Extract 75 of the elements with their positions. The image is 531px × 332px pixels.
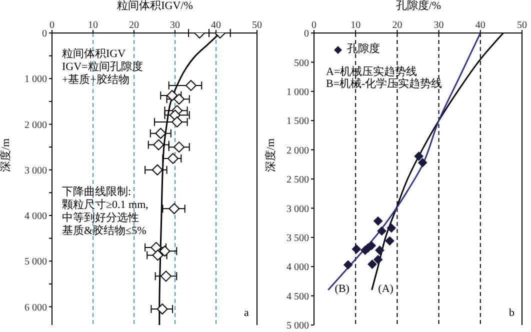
y-tick-label: 4 000	[24, 211, 47, 222]
point	[153, 139, 164, 150]
x-tick-label: 20	[392, 20, 402, 31]
annotation: 基质&胶结物≤5%	[62, 225, 146, 238]
point	[159, 246, 170, 257]
x-tick-label: 0	[50, 20, 54, 31]
point	[167, 152, 178, 164]
x-tick-label: 50	[252, 20, 262, 31]
point	[174, 142, 185, 153]
y-tick-label: 1 500	[286, 116, 309, 128]
point	[352, 244, 361, 254]
point	[152, 250, 164, 261]
point	[166, 90, 178, 102]
y-axis-title: 深度/m	[265, 138, 277, 172]
x-axis-title: 孔隙度/%	[394, 0, 442, 13]
annotation: B=机械-化学压实趋势线	[326, 78, 442, 91]
point	[377, 226, 386, 236]
point	[374, 216, 383, 226]
x-tick-label: 30	[170, 20, 180, 31]
point	[174, 94, 185, 105]
y-tick-label: 3 000	[24, 165, 47, 176]
x-tick-label: 40	[475, 20, 486, 31]
x-tick-label: 20	[129, 20, 139, 31]
point	[172, 116, 183, 128]
point	[418, 158, 428, 168]
point	[368, 260, 377, 269]
y-tick-label: 5 000	[286, 320, 309, 332]
y-tick-label: 0	[304, 28, 309, 40]
point	[152, 164, 163, 176]
y-tick-label: 4 500	[286, 291, 309, 302]
point	[155, 128, 166, 139]
y-tick-label: 4 000	[286, 262, 309, 274]
x-axis-title: 粒间体积IGV/%	[116, 0, 194, 13]
y-tick-label: 2 000	[286, 145, 309, 156]
y-tick-label: 5 000	[24, 256, 47, 268]
y-tick-label: 3 500	[286, 232, 309, 244]
x-tick-label: 10	[350, 20, 361, 31]
point	[375, 246, 384, 255]
point	[385, 236, 394, 246]
y-axis-title: 深度/m	[0, 138, 12, 172]
annotation: b	[509, 307, 514, 320]
point	[160, 270, 172, 282]
point	[386, 224, 396, 233]
point	[168, 203, 180, 214]
x-tick-label: 50	[517, 20, 527, 31]
point	[344, 260, 353, 270]
y-tick-label: 2 000	[24, 120, 47, 131]
y-tick-label: 0	[42, 28, 47, 40]
x-tick-label: 40	[211, 20, 221, 31]
y-tick-label: 6 000	[24, 302, 47, 314]
legend-label: 孔隙度	[347, 43, 380, 56]
point	[150, 242, 162, 253]
x-tick-label: 0	[312, 20, 316, 31]
series-label: (A)	[378, 282, 394, 295]
point	[170, 110, 180, 121]
y-tick-label: 500	[294, 58, 309, 69]
annotation: 中等到好分选性	[62, 212, 139, 224]
x-tick-label: 10	[88, 20, 98, 31]
y-tick-label: 2 500	[286, 174, 309, 186]
annotation: A=机械压实趋势线	[326, 66, 418, 78]
annotation: 粒间体积IGV	[62, 48, 126, 61]
annotation: 下降曲线限制:	[62, 186, 132, 199]
annotation: +基质+胶结物	[62, 74, 130, 87]
y-tick-label: 1 000	[24, 74, 47, 86]
y-tick-label: 1 000	[286, 86, 309, 98]
annotation: 颗粒尺寸≥0.1 mm,	[62, 199, 148, 212]
point	[374, 255, 383, 264]
point	[156, 304, 168, 315]
series-label: (B)	[334, 282, 350, 295]
annotation: IGV=粒间孔隙度	[62, 61, 143, 74]
x-tick-label: 30	[434, 20, 444, 31]
annotation: a	[244, 307, 249, 320]
point	[185, 80, 196, 91]
y-tick-label: 3 000	[286, 204, 309, 215]
point	[414, 152, 424, 161]
